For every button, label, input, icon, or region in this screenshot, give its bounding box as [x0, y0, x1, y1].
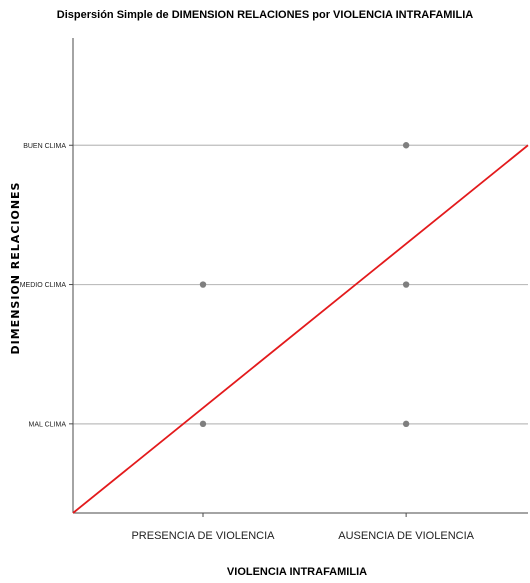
- data-point: [200, 421, 206, 427]
- y-axis-label: DIMENSION RELACIONES: [9, 182, 22, 355]
- fit-line-layer: [73, 145, 528, 513]
- chart-title: Dispersión Simple de DIMENSION RELACIONE…: [57, 9, 473, 21]
- axes: [69, 38, 528, 517]
- x-tick-label: AUSENCIA DE VIOLENCIA: [338, 530, 474, 542]
- tick-labels: MAL CLIMA MEDIO CLIMA BUEN CLIMA PRESENCIA …: [20, 143, 475, 542]
- data-point: [200, 281, 206, 287]
- y-tick-label: MAL CLIMA: [29, 421, 67, 428]
- gridlines: [73, 145, 528, 424]
- data-point: [403, 421, 409, 427]
- data-point: [403, 142, 409, 148]
- x-tick-label: PRESENCIA DE VIOLENCIA: [131, 530, 275, 542]
- fit-line: [73, 145, 528, 513]
- data-point: [403, 281, 409, 287]
- y-tick-label: BUEN CLIMA: [23, 143, 66, 150]
- y-tick-label: MEDIO CLIMA: [20, 282, 67, 289]
- x-axis-label: VIOLENCIA INTRAFAMILIA: [227, 566, 367, 578]
